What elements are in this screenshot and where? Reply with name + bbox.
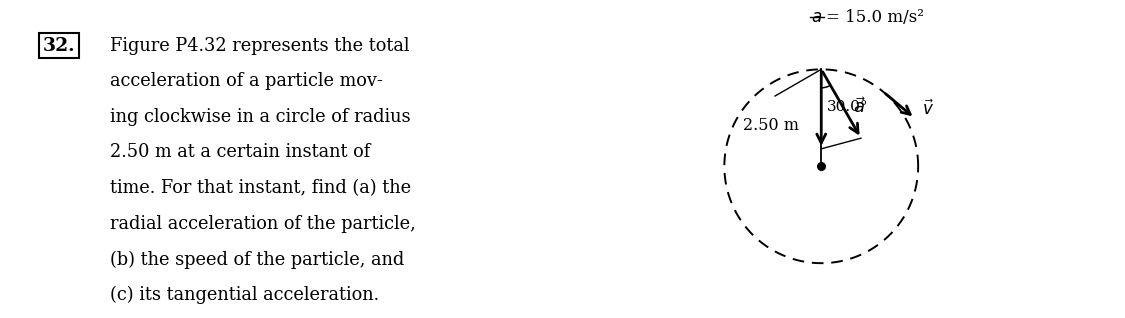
Text: (c) its tangential acceleration.: (c) its tangential acceleration. <box>110 286 379 304</box>
Text: $\vec{v}$: $\vec{v}$ <box>921 100 934 119</box>
Text: (b) the speed of the particle, and: (b) the speed of the particle, and <box>110 250 404 268</box>
Text: acceleration of a particle mov-: acceleration of a particle mov- <box>110 72 382 90</box>
Text: radial acceleration of the particle,: radial acceleration of the particle, <box>110 215 415 233</box>
Text: = 15.0 m/s²: = 15.0 m/s² <box>826 9 924 26</box>
Text: Figure P4.32 represents the total: Figure P4.32 represents the total <box>110 37 410 55</box>
Text: ing clockwise in a circle of radius: ing clockwise in a circle of radius <box>110 108 411 126</box>
Text: 2.50 m at a certain instant of: 2.50 m at a certain instant of <box>110 143 370 162</box>
Text: $a$: $a$ <box>811 9 822 26</box>
Text: time. For that instant, find (a) the: time. For that instant, find (a) the <box>110 179 411 197</box>
Text: 30.0°: 30.0° <box>827 100 868 114</box>
Text: $\vec{a}$: $\vec{a}$ <box>853 97 865 117</box>
Text: 2.50 m: 2.50 m <box>742 117 799 134</box>
Text: 32.: 32. <box>43 37 75 55</box>
